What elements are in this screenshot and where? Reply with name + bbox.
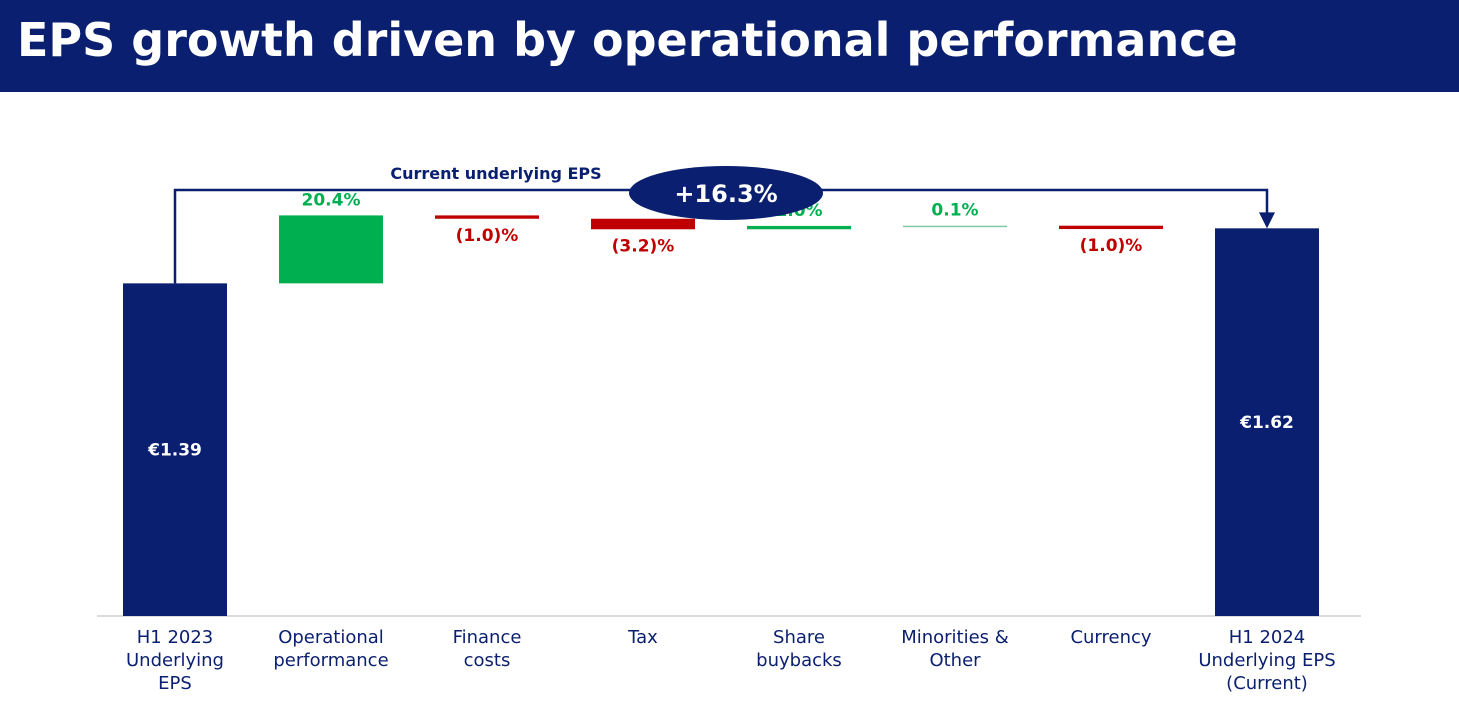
bar-delta-2 [435,215,539,219]
category-label-2-0: Finance [453,627,522,648]
bar-value-label-6: (1.0)% [1080,236,1143,256]
bar-delta-3 [591,218,695,230]
growth-badge-value: +16.3% [674,180,777,208]
bar-value-label-3: (3.2)% [612,236,675,256]
bar-total-0 [123,283,227,616]
title-banner: EPS growth driven by operational perform… [0,0,1459,92]
bar-value-label-2: (1.0)% [456,226,519,246]
bar-delta-5 [903,225,1007,228]
category-label-5-0: Minorities & [901,627,1009,648]
category-label-0-2: EPS [158,673,192,694]
arrow-down-icon [1259,212,1275,229]
growth-badge [629,166,823,220]
category-label-5-1: Other [929,650,981,671]
annotation-label: Current underlying EPS [390,164,601,183]
category-label-1-0: Operational [278,627,384,648]
category-label-4-0: Share [773,627,825,648]
bar-value-label-7: €1.62 [1239,413,1294,433]
bar-delta-6 [1059,225,1163,230]
bar-value-label-1: 20.4% [302,190,361,210]
category-label-1-1: performance [273,650,388,671]
category-label-0-0: H1 2023 [137,627,214,648]
category-label-2-1: costs [464,650,511,671]
category-label-7-0: H1 2024 [1229,627,1306,648]
bar-value-label-0: €1.39 [147,441,202,461]
bar-delta-4 [747,225,851,230]
category-label-7-2: (Current) [1226,673,1308,694]
category-label-4-1: buybacks [756,650,842,671]
category-label-6-0: Currency [1070,627,1151,648]
bar-total-7 [1215,228,1319,616]
page-title: EPS growth driven by operational perform… [17,13,1238,67]
category-label-7-1: Underlying EPS [1198,650,1335,671]
bar-value-label-5: 0.1% [931,201,978,221]
bar-delta-1 [279,215,383,284]
category-label-3-0: Tax [627,627,658,648]
category-label-0-1: Underlying [126,650,224,671]
